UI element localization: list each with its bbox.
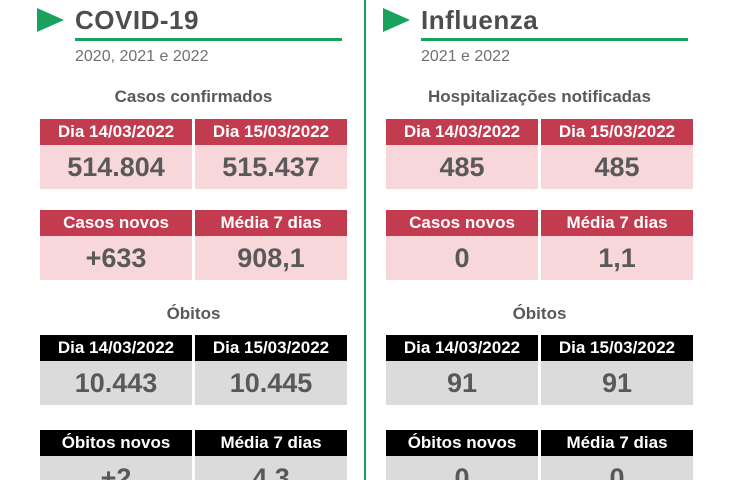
covid-new-cases-table: Casos novos Média 7 dias +633 908,1: [40, 210, 347, 280]
table-header-cell: Dia 15/03/2022: [195, 119, 347, 145]
section-title-obitos-covid: Óbitos: [166, 304, 221, 323]
table-header-cell: Dia 14/03/2022: [386, 119, 538, 145]
influenza-hospitalizations-table: Dia 14/03/2022 Dia 15/03/2022 485 485: [386, 119, 693, 189]
table-value-cell: 10.443: [40, 361, 192, 405]
table-header-cell: Casos novos: [40, 210, 192, 236]
play-triangle-icon: [37, 8, 64, 32]
table-value-cell: 91: [386, 361, 538, 405]
table-value-cell: 4,3: [195, 456, 347, 480]
influenza-panel-header: Influenza: [383, 6, 693, 34]
table-value-cell: 0: [386, 456, 538, 480]
title-underline: [421, 38, 688, 41]
table-value-cell: +2: [40, 456, 192, 480]
section-title-hospitalizacoes: Hospitalizações notificadas: [428, 87, 651, 106]
title-underline: [75, 38, 342, 41]
table-value-cell: +633: [40, 236, 192, 280]
table-header-cell: Dia 15/03/2022: [541, 335, 693, 361]
influenza-new-deaths-table: Óbitos novos Média 7 dias 0 0: [386, 430, 693, 480]
panel-subtitle-influenza: 2021 e 2022: [421, 48, 510, 65]
covid-new-deaths-table: Óbitos novos Média 7 dias +2 4,3: [40, 430, 347, 480]
table-value-cell: 0: [386, 236, 538, 280]
table-value-cell: 514.804: [40, 145, 192, 189]
table-header-cell: Média 7 dias: [541, 210, 693, 236]
table-header-cell: Óbitos novos: [386, 430, 538, 456]
table-header-cell: Média 7 dias: [541, 430, 693, 456]
section-title-casos-confirmados: Casos confirmados: [114, 87, 273, 106]
table-header-cell: Média 7 dias: [195, 430, 347, 456]
covid-deaths-daily-table: Dia 14/03/2022 Dia 15/03/2022 10.443 10.…: [40, 335, 347, 405]
play-triangle-icon: [383, 8, 410, 32]
table-value-cell: 908,1: [195, 236, 347, 280]
table-value-cell: 0: [541, 456, 693, 480]
panel-title-covid: COVID-19: [75, 5, 199, 35]
table-value-cell: 1,1: [541, 236, 693, 280]
influenza-deaths-daily-table: Dia 14/03/2022 Dia 15/03/2022 91 91: [386, 335, 693, 405]
panel-title-influenza: Influenza: [421, 5, 539, 35]
influenza-panel: Influenza 2021 e 2022 Hospitalizações no…: [366, 0, 730, 480]
table-header-cell: Média 7 dias: [195, 210, 347, 236]
covid-confirmed-daily-table: Dia 14/03/2022 Dia 15/03/2022 514.804 51…: [40, 119, 347, 189]
table-value-cell: 91: [541, 361, 693, 405]
table-value-cell: 485: [541, 145, 693, 189]
table-header-cell: Dia 14/03/2022: [386, 335, 538, 361]
covid-panel: COVID-19 2020, 2021 e 2022 Casos confirm…: [0, 0, 364, 480]
table-header-cell: Dia 14/03/2022: [40, 119, 192, 145]
table-header-cell: Casos novos: [386, 210, 538, 236]
panel-subtitle-covid: 2020, 2021 e 2022: [75, 48, 209, 65]
covid-panel-header: COVID-19: [37, 6, 347, 34]
section-title-obitos-influenza: Óbitos: [512, 304, 567, 323]
table-value-cell: 10.445: [195, 361, 347, 405]
table-header-cell: Dia 15/03/2022: [541, 119, 693, 145]
table-header-cell: Dia 15/03/2022: [195, 335, 347, 361]
vertical-divider: [364, 0, 366, 480]
table-value-cell: 485: [386, 145, 538, 189]
table-header-cell: Dia 14/03/2022: [40, 335, 192, 361]
table-header-cell: Óbitos novos: [40, 430, 192, 456]
table-value-cell: 515.437: [195, 145, 347, 189]
influenza-new-cases-table: Casos novos Média 7 dias 0 1,1: [386, 210, 693, 280]
